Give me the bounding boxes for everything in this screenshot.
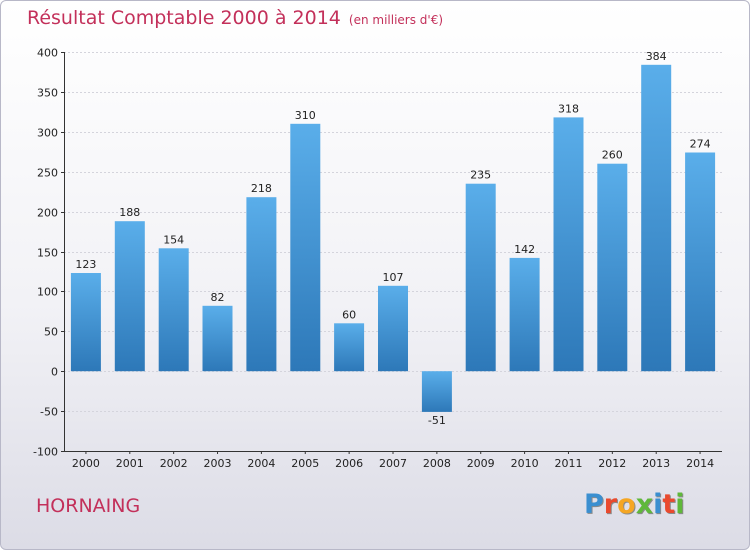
x-tick-label: 2003 — [204, 457, 232, 470]
bar — [70, 273, 101, 372]
y-tick-label: 400 — [37, 47, 58, 60]
bar — [421, 371, 452, 412]
x-tick-label: 2000 — [72, 457, 100, 470]
bar — [202, 305, 233, 372]
bar-value-label: 82 — [211, 291, 225, 304]
bar — [158, 248, 189, 372]
bar — [465, 183, 496, 372]
logo-letter: i — [653, 489, 663, 520]
x-tick-label: 2001 — [116, 457, 144, 470]
bar-value-label: 274 — [690, 138, 711, 151]
y-tick-label: 50 — [44, 326, 58, 339]
bar-value-label: 60 — [342, 308, 356, 321]
y-tick-label: -50 — [40, 406, 58, 419]
y-tick-label: 350 — [37, 87, 58, 100]
bar-value-label: 235 — [470, 169, 491, 182]
city-name: HORNAING — [36, 495, 141, 517]
bar — [290, 123, 321, 372]
bar — [597, 163, 628, 372]
x-tick-label: 2011 — [555, 457, 583, 470]
y-tick-label: 200 — [37, 207, 58, 220]
x-tick-label: 2012 — [598, 457, 626, 470]
logo-letter: o — [617, 489, 636, 520]
bar — [685, 152, 716, 372]
x-tick-label: 2002 — [160, 457, 188, 470]
chart-title-main: Résultat Comptable 2000 à 2014 — [27, 7, 341, 29]
bar-value-label: 142 — [514, 243, 535, 256]
y-tick-label: -100 — [33, 446, 58, 459]
bar — [114, 221, 145, 372]
logo-letter: P — [584, 489, 604, 520]
logo-letter: t — [662, 489, 676, 520]
x-tick-label: 2014 — [686, 457, 714, 470]
bar — [509, 257, 540, 372]
x-tick-label: 2013 — [642, 457, 670, 470]
bar-value-label: 218 — [251, 182, 272, 195]
chart-title-unit: (en milliers d'€) — [348, 13, 444, 27]
y-tick-label: 150 — [37, 247, 58, 260]
y-tick-label: 250 — [37, 167, 58, 180]
y-tick-label: 100 — [37, 286, 58, 299]
chart-title: Résultat Comptable 2000 à 2014 (en millie… — [27, 7, 443, 29]
bar-value-label: 260 — [602, 149, 623, 162]
x-tick-label: 2010 — [511, 457, 539, 470]
bar — [246, 197, 277, 372]
x-tick-label: 2004 — [247, 457, 275, 470]
bar-value-label: 123 — [75, 258, 96, 271]
x-tick-label: 2008 — [423, 457, 451, 470]
bar-value-label: 318 — [558, 102, 579, 115]
bar-value-label: 154 — [163, 233, 184, 246]
y-tick-label: 300 — [37, 127, 58, 140]
x-tick-label: 2007 — [379, 457, 407, 470]
proxiti-logo: Proxiti — [584, 489, 685, 520]
x-tick-label: 2005 — [291, 457, 319, 470]
bar-value-label: 384 — [646, 50, 667, 63]
y-tick-label: 0 — [51, 366, 58, 379]
bar-value-label: 310 — [295, 109, 316, 122]
bar — [334, 323, 365, 372]
bar-value-label: 107 — [383, 271, 404, 284]
x-tick-label: 2009 — [467, 457, 495, 470]
logo-letter: x — [635, 489, 654, 520]
bar-value-label: 188 — [119, 206, 140, 219]
bar — [378, 285, 408, 372]
logo-letter: r — [603, 489, 618, 520]
bar-value-label: -51 — [428, 414, 446, 427]
bar — [641, 64, 672, 372]
logo-letter: i — [675, 489, 685, 520]
x-tick-label: 2006 — [335, 457, 363, 470]
bar — [553, 117, 584, 372]
